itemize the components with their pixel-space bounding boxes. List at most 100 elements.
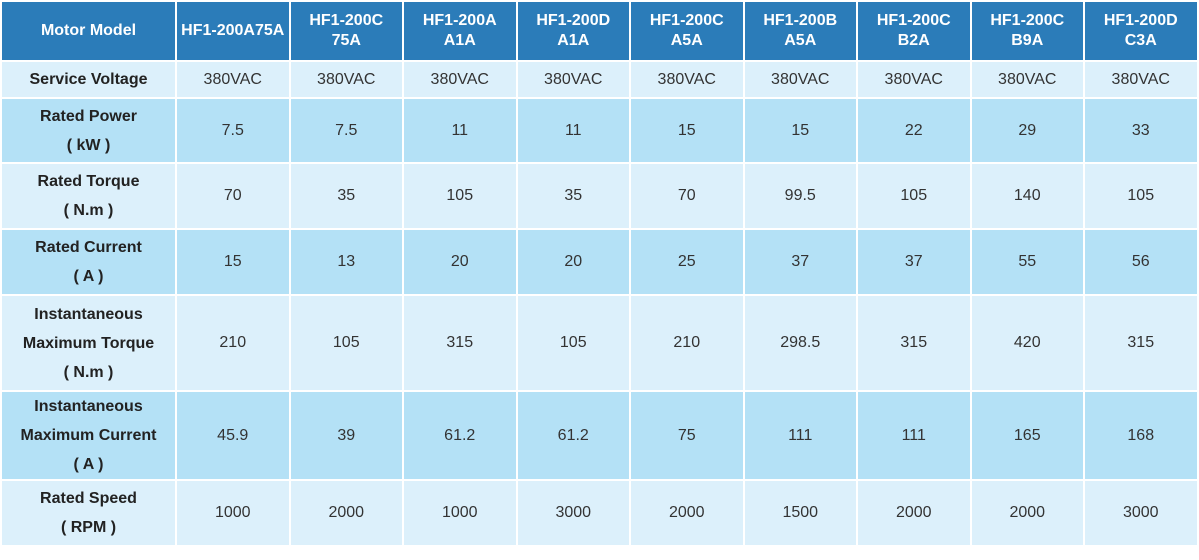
row-label: Service Voltage	[29, 71, 148, 88]
header-label: Motor Model	[40, 22, 137, 39]
value-cell: 380VAC	[288, 60, 404, 99]
model-name: HF1-200CB9A	[990, 12, 1065, 49]
value-cell: 22	[856, 97, 972, 164]
value-cell: 105	[856, 162, 972, 230]
header-cell: Motor Model	[0, 0, 177, 62]
spec-row: Instantaneous Maximum Current( A ) 45.9 39 6…	[0, 390, 1199, 481]
value-cell: 420	[969, 294, 1085, 392]
value-cell: 168	[1083, 390, 1199, 481]
value-cell: 25	[629, 228, 745, 296]
model-name: HF1-200DC3A	[1103, 12, 1178, 49]
model-name: HF1-200AA1A	[422, 12, 497, 49]
spec-row: Rated Power( kW ) 7.5 7.5 11 11 15 15 22 29 33	[0, 97, 1199, 164]
value-cell: 75	[629, 390, 745, 481]
spec-row: Instantaneous Maximum Torque( N.m ) 210 105…	[0, 294, 1199, 392]
row-label: ( N.m )	[63, 363, 114, 381]
value-cell: 380VAC	[969, 60, 1085, 99]
value-cell: 70	[175, 162, 291, 230]
value-cell: 111	[856, 390, 972, 481]
row-label: Rated Current	[35, 239, 142, 256]
value-cell: 105	[1083, 162, 1199, 230]
value-cell: 105	[402, 162, 518, 230]
value-cell: 39	[288, 390, 404, 481]
row-label-cell: Instantaneous Maximum Current ( A )	[0, 390, 177, 481]
value-cell: 33	[1083, 97, 1199, 164]
header-cell: HF1-200CB2A	[856, 0, 972, 62]
row-label-cell: Service Voltage	[0, 60, 177, 99]
value-cell: 315	[856, 294, 972, 392]
row-label: Rated Speed	[40, 490, 137, 507]
value-cell: 380VAC	[515, 60, 631, 99]
row-label: ( kW )	[66, 136, 111, 154]
model-name: HF1-200BA5A	[763, 12, 838, 49]
value-cell: 70	[629, 162, 745, 230]
row-label: Instantaneous	[34, 398, 143, 415]
value-cell: 61.2	[515, 390, 631, 481]
row-label: Maximum Torque	[22, 334, 155, 352]
value-cell: 2000	[629, 479, 745, 547]
value-cell: 11	[515, 97, 631, 164]
value-cell: 315	[402, 294, 518, 392]
value-cell: 2000	[288, 479, 404, 547]
value-cell: 20	[515, 228, 631, 296]
row-label: Maximum Current	[20, 427, 157, 444]
value-cell: 55	[969, 228, 1085, 296]
row-label: ( RPM )	[60, 519, 117, 536]
row-label-cell: Rated Torque ( N.m )	[0, 162, 177, 230]
value-cell: 45.9	[175, 390, 291, 481]
value-cell: 35	[515, 162, 631, 230]
row-label: Rated Torque	[37, 173, 140, 190]
value-cell: 29	[969, 97, 1085, 164]
value-cell: 2000	[856, 479, 972, 547]
row-label-cell: Instantaneous Maximum Torque ( N.m )	[0, 294, 177, 392]
header-cell: HF1-200BA5A	[742, 0, 858, 62]
spec-row: Rated Speed( RPM ) 1000 2000 1000 3000 2000 15…	[0, 479, 1199, 547]
value-cell: 15	[629, 97, 745, 164]
header-cell: HF1-200DC3A	[1083, 0, 1199, 62]
row-label: ( A )	[73, 268, 104, 285]
value-cell: 380VAC	[856, 60, 972, 99]
value-cell: 380VAC	[175, 60, 291, 99]
row-label-cell: Rated Current ( A )	[0, 228, 177, 296]
value-cell: 61.2	[402, 390, 518, 481]
value-cell: 105	[515, 294, 631, 392]
value-cell: 20	[402, 228, 518, 296]
row-label-cell: Rated Power ( kW )	[0, 97, 177, 164]
value-cell: 7.5	[288, 97, 404, 164]
value-cell: 210	[629, 294, 745, 392]
value-cell: 37	[856, 228, 972, 296]
model-name: HF1-200C75A	[309, 12, 384, 49]
header-cell: HF1-200AA1A	[402, 0, 518, 62]
spec-row: Rated Current( A ) 15 13 20 20 25 37 37 55 56	[0, 228, 1199, 296]
value-cell: 165	[969, 390, 1085, 481]
header-cell: HF1-200CA5A	[629, 0, 745, 62]
model-name: HF1-200DA1A	[536, 12, 611, 49]
header-row: Motor Model HF1-200A75A HF1-200C75A HF1-20…	[0, 0, 1199, 62]
value-cell: 7.5	[175, 97, 291, 164]
value-cell: 298.5	[742, 294, 858, 392]
header-cell: HF1-200DA1A	[515, 0, 631, 62]
value-cell: 15	[175, 228, 291, 296]
value-cell: 315	[1083, 294, 1199, 392]
header-cell: HF1-200CB9A	[969, 0, 1085, 62]
spec-row: Rated Torque( N.m ) 70 35 105 35 70 99.5 105 140…	[0, 162, 1199, 230]
model-name: HF1-200A75A	[181, 22, 285, 39]
value-cell: 99.5	[742, 162, 858, 230]
value-cell: 3000	[515, 479, 631, 547]
value-cell: 105	[288, 294, 404, 392]
row-label: ( A )	[73, 456, 104, 473]
value-cell: 3000	[1083, 479, 1199, 547]
row-label-cell: Rated Speed ( RPM )	[0, 479, 177, 547]
model-name: HF1-200CB2A	[876, 12, 951, 49]
value-cell: 56	[1083, 228, 1199, 296]
spec-row: Service Voltage 380VAC 380VAC 380VAC 380VAC 3…	[0, 60, 1199, 99]
value-cell: 1500	[742, 479, 858, 547]
value-cell: 13	[288, 228, 404, 296]
value-cell: 37	[742, 228, 858, 296]
value-cell: 111	[742, 390, 858, 481]
value-cell: 1000	[175, 479, 291, 547]
header-cell: HF1-200A75A	[175, 0, 291, 62]
row-label: ( N.m )	[63, 202, 114, 219]
row-label: Rated Power	[40, 107, 137, 125]
